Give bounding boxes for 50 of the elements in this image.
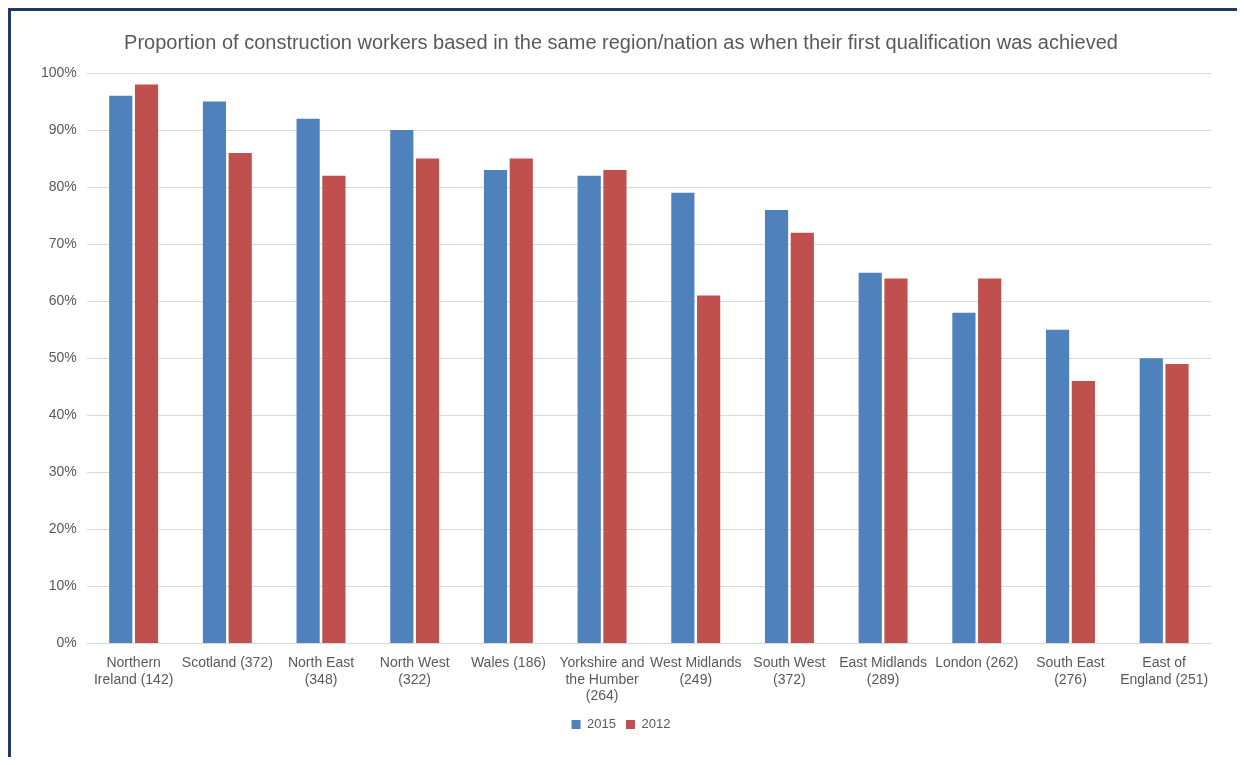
bar [858, 272, 882, 644]
x-tick-label: East of England (251) [1120, 653, 1209, 687]
y-tick-label: 20% [48, 520, 77, 537]
bar [764, 209, 789, 644]
bar [483, 170, 508, 644]
bar [577, 175, 601, 644]
y-tick-label: 30% [48, 463, 77, 480]
bar [509, 158, 533, 644]
bar [1071, 381, 1095, 644]
bar [228, 152, 252, 644]
bar [109, 95, 133, 644]
x-tick-label: East Midlands (289) [839, 653, 928, 687]
x-tick-label: Scotland (372) [181, 653, 273, 670]
x-tick-label: London (262) [935, 653, 1019, 670]
x-tick-label: Wales (186) [470, 653, 546, 670]
x-tick-label: South West (372) [753, 653, 826, 687]
y-tick-label: 60% [48, 292, 77, 309]
x-tick-label: West Midlands (249) [649, 653, 742, 687]
bar [1165, 364, 1189, 644]
y-tick-label: 50% [48, 349, 77, 366]
bar [1139, 358, 1163, 644]
x-tick-label: South East (276) [1036, 653, 1105, 687]
y-tick-label: 40% [48, 406, 77, 423]
bar [134, 84, 159, 644]
bar [697, 295, 721, 644]
y-tick-label: 0% [56, 634, 77, 651]
bar [671, 192, 695, 644]
bar [1046, 329, 1070, 644]
legend-label: 2012 [641, 716, 671, 732]
x-tick-label: North West (322) [379, 653, 450, 687]
x-tick-label: Northern Ireland (142) [93, 653, 174, 687]
y-tick-label: 100% [40, 63, 77, 80]
bar [322, 175, 346, 644]
bar [790, 232, 814, 644]
bar [884, 278, 908, 644]
bar [415, 158, 440, 644]
y-tick-label: 10% [48, 577, 77, 594]
bar [202, 101, 227, 644]
bar [952, 312, 976, 644]
y-tick-label: 80% [48, 177, 77, 194]
bar [978, 278, 1002, 644]
bar [296, 118, 320, 644]
y-tick-label: 70% [48, 235, 77, 252]
x-tick-label: North East (348) [287, 653, 355, 687]
chart-title: Proportion of construction workers based in the same region/nation as when their first qualification was achieved [124, 30, 1118, 53]
legend-label: 2015 [587, 716, 616, 732]
y-tick-label: 90% [48, 120, 77, 137]
bar [603, 170, 627, 644]
bar [390, 130, 414, 644]
x-tick-label: Yorkshire and the Humber (264) [559, 653, 645, 704]
